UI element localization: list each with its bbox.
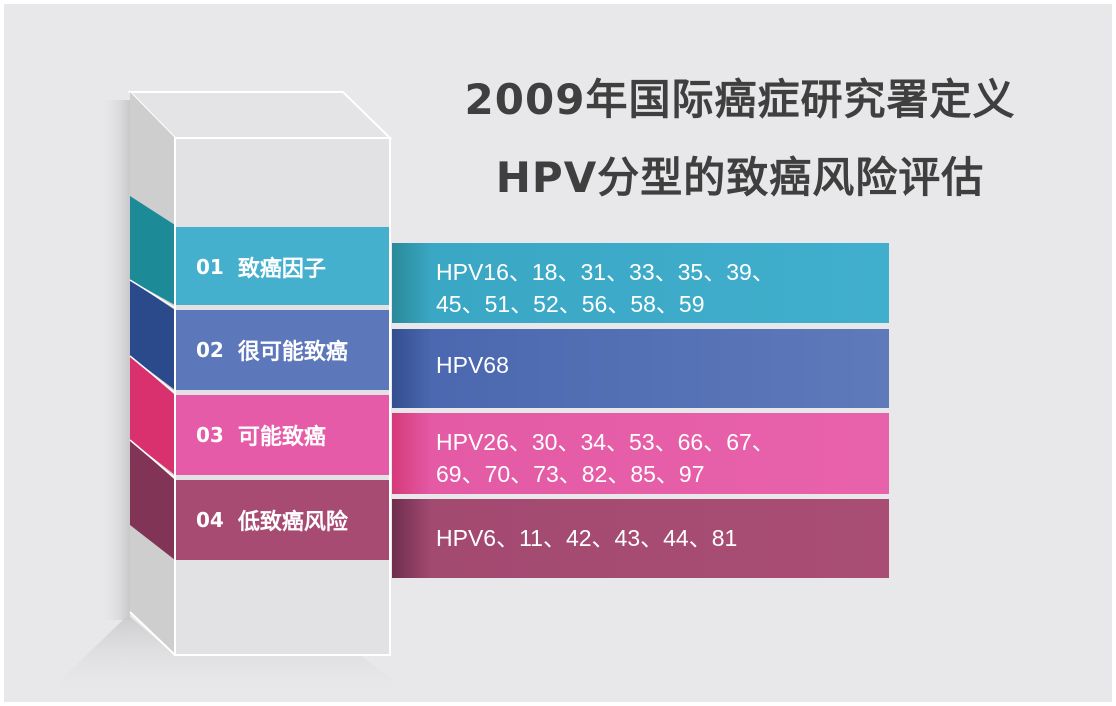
result-bar-3 [392, 413, 889, 494]
front-band-3 [176, 395, 389, 475]
category-2-types: HPV68 [436, 352, 509, 378]
front-band-1 [176, 227, 389, 305]
category-name: 低致癌风险 [237, 510, 348, 535]
category-number: 01 [196, 255, 224, 279]
category-number: 02 [196, 338, 224, 362]
title-line-1: 2009年国际癌症研究署定义 [464, 75, 1016, 124]
category-1-label: 01 致癌因子 [196, 227, 390, 307]
side-band-2 [130, 280, 175, 390]
category-1-types: HPV16、18、31、33、35、39、 45、51、52、56、58、59 [436, 259, 775, 317]
front-band-4 [176, 480, 389, 560]
result-bar-4 [392, 499, 889, 578]
title-line-2: HPV分型的致癌风险评估 [495, 153, 985, 202]
result-bar-2 [392, 329, 889, 408]
category-4-types: HPV6、11、42、43、44、81 [436, 525, 738, 551]
side-band-1 [130, 196, 175, 305]
category-3-types: HPV26、30、34、53、66、67、 69、70、73、82、85、97 [436, 429, 775, 487]
category-3-label: 03 可能致癌 [196, 395, 390, 475]
category-4-label: 04 低致癌风险 [196, 480, 390, 560]
box-graphic [40, 91, 889, 700]
floor-shadow [40, 615, 420, 700]
category-number: 04 [196, 508, 224, 532]
result-bar-1 [392, 243, 889, 323]
category-name: 可能致癌 [237, 425, 326, 450]
front-band-2 [176, 310, 389, 390]
infographic-canvas: 2009年国际癌症研究署定义 HPV分型的致癌风险评估 01 致癌因子 02 很… [4, 4, 1112, 702]
category-2-label: 02 很可能致癌 [196, 310, 390, 390]
category-name: 致癌因子 [237, 257, 326, 282]
category-number: 03 [196, 423, 224, 447]
category-name: 很可能致癌 [237, 340, 348, 365]
side-band-4 [130, 440, 175, 560]
side-band-3 [130, 356, 175, 475]
wall-shadow [100, 100, 130, 620]
box-top-face [127, 91, 393, 139]
